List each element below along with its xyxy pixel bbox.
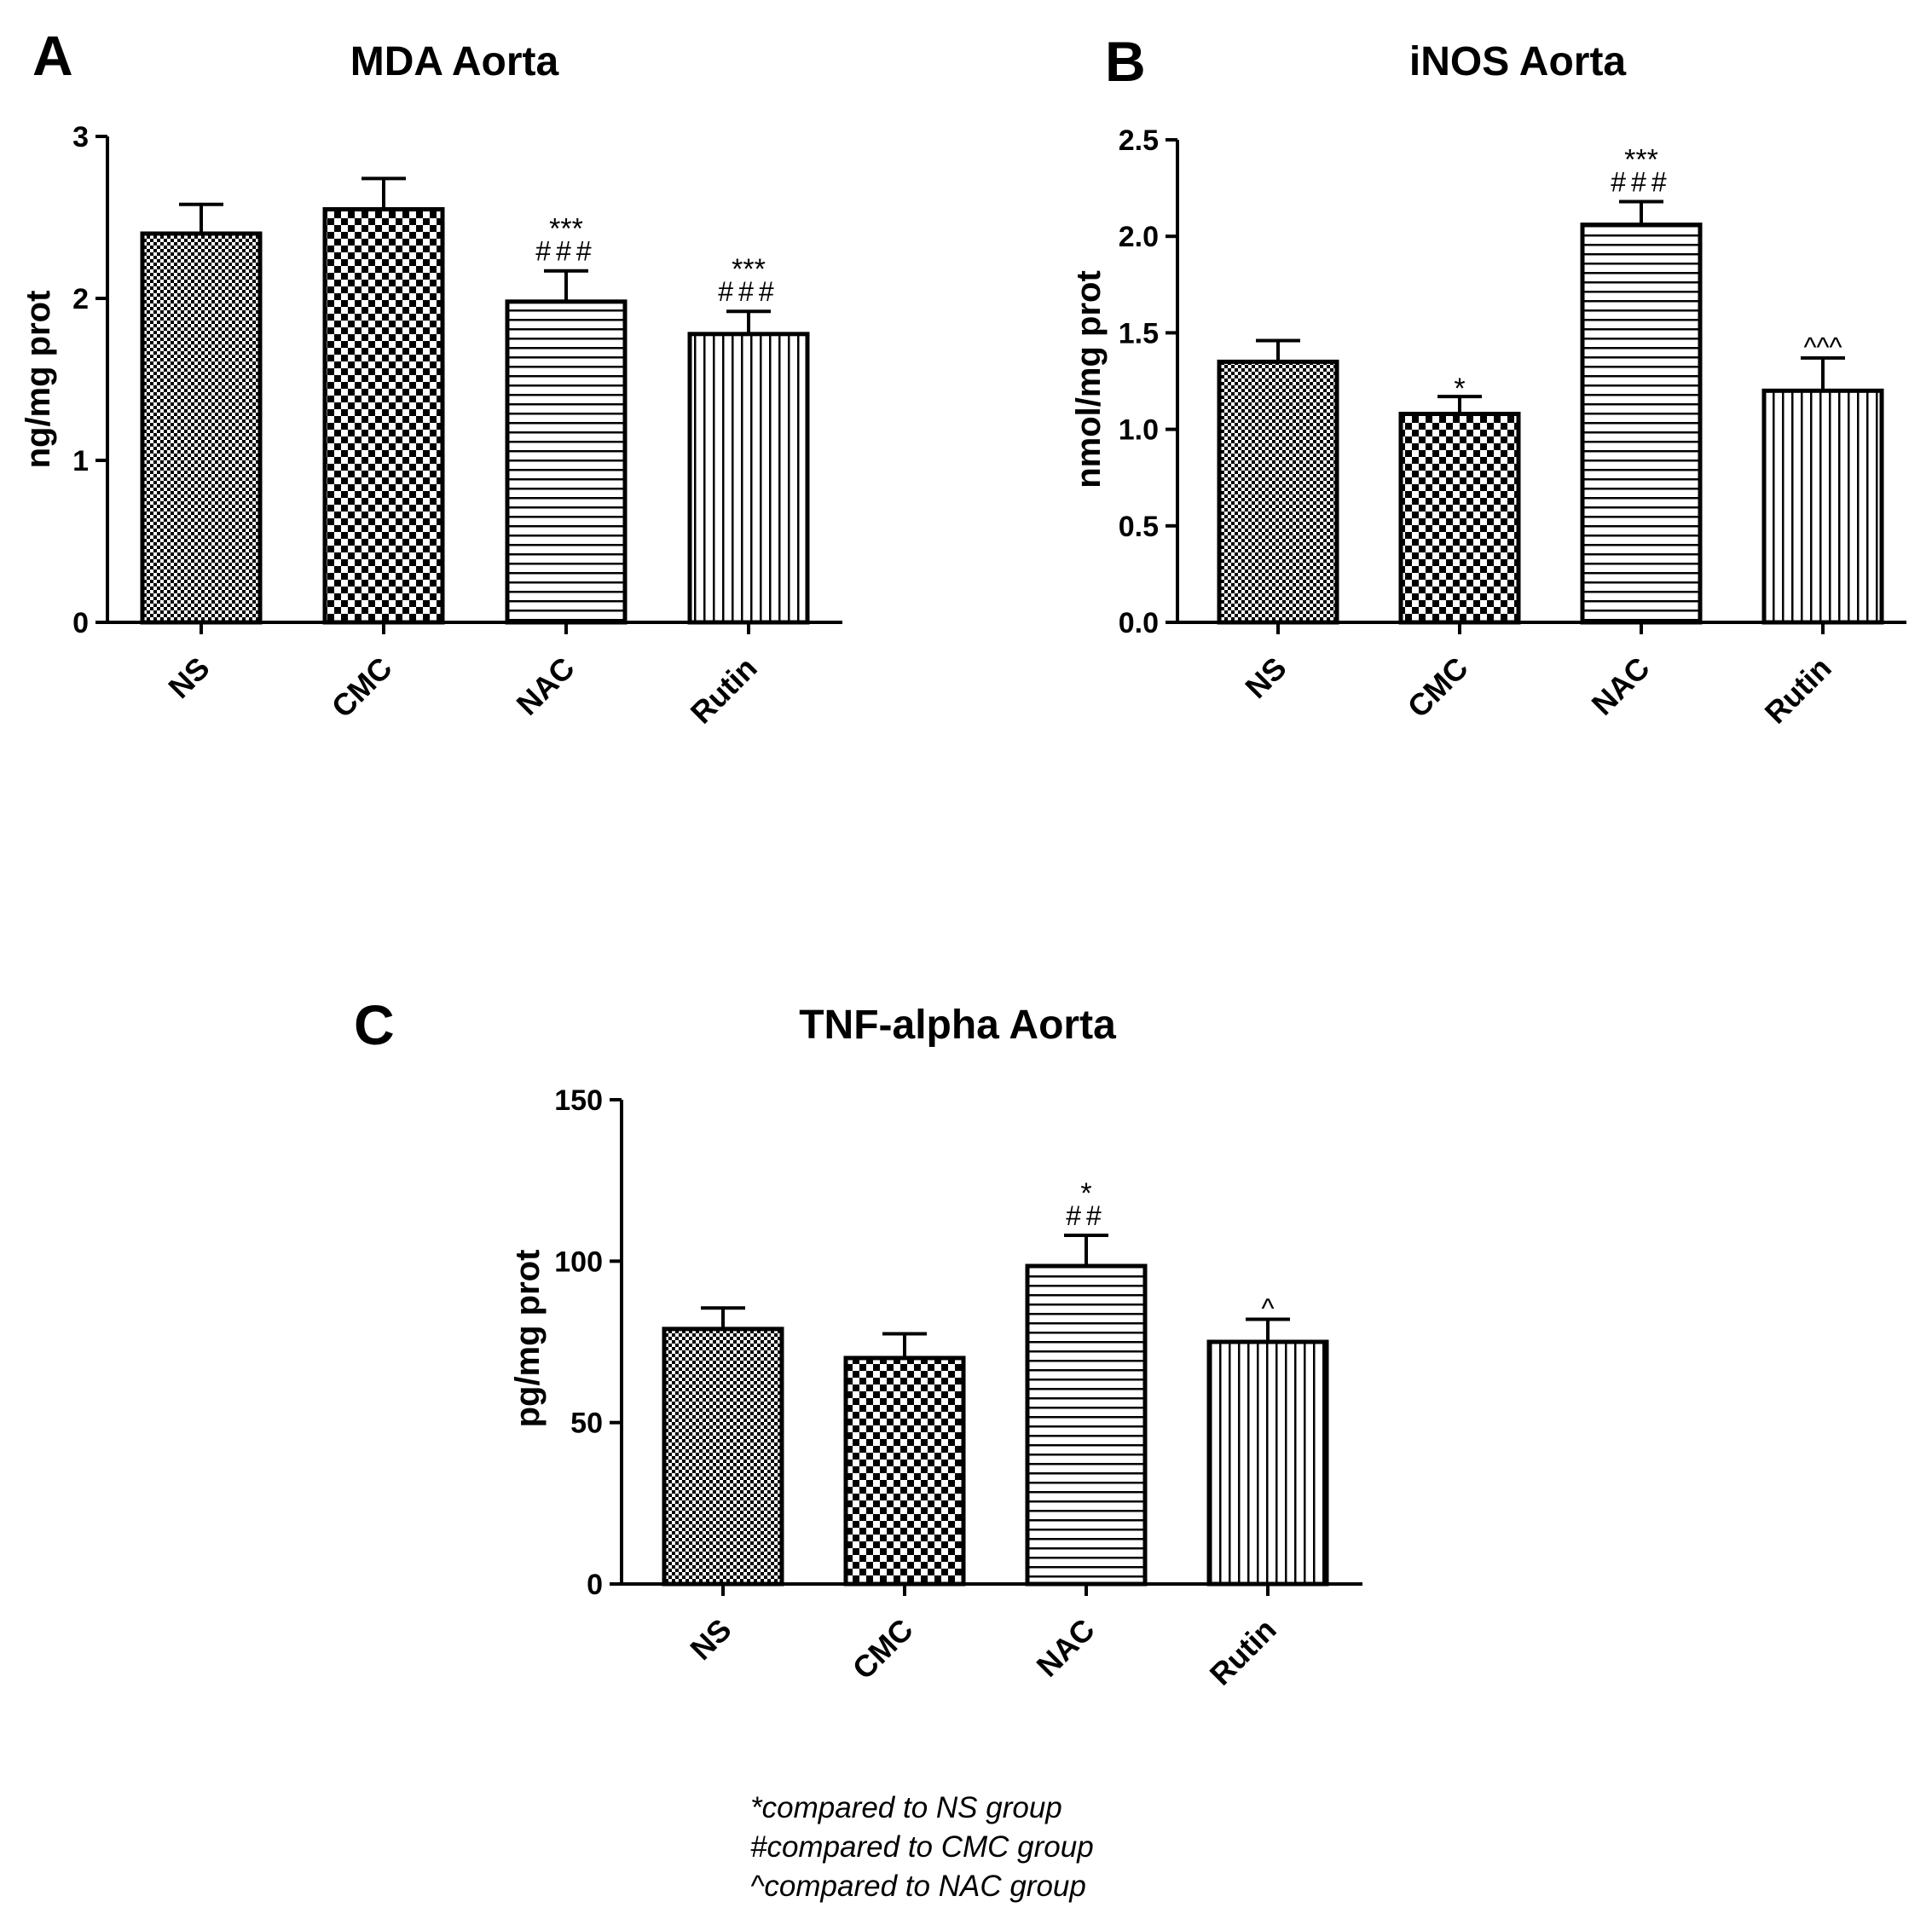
bar-a-nac: [505, 299, 628, 625]
significance-b-nac-1: ***: [1624, 143, 1658, 176]
x-tick-label-c-rutin: Rutin: [1203, 1612, 1283, 1692]
y-tick-label-a-3: 3: [72, 121, 89, 153]
panel-letter-c: C: [354, 993, 395, 1056]
significance-a-nac-1: ***: [549, 213, 583, 246]
significance-b-rutin-0: ^^^: [1803, 332, 1842, 362]
bar-a-ns: [140, 231, 263, 625]
x-tick-label-a-cmc: CMC: [325, 650, 399, 725]
y-tick-label-c-2: 100: [554, 1246, 603, 1278]
x-tick-label-c-nac: NAC: [1030, 1612, 1102, 1684]
footnote-nac: ^compared to NAC group: [750, 1870, 1086, 1903]
y-tick-label-a-2: 2: [72, 283, 89, 315]
x-tick-label-a-nac: NAC: [510, 650, 581, 722]
x-tick-label-a-rutin: Rutin: [684, 650, 764, 731]
x-tick-label-a-ns: NS: [161, 650, 216, 705]
bar-a-rutin: [687, 332, 810, 625]
bar-c-ns: [662, 1327, 784, 1587]
significance-b-cmc-0: *: [1454, 373, 1465, 405]
chart-title-b: iNOS Aorta: [1409, 39, 1627, 84]
bar-b-ns: [1217, 359, 1339, 625]
bar-c-rutin: [1206, 1339, 1329, 1587]
y-axis-label-a: ng/mg prot: [20, 291, 57, 469]
bar-b-rutin: [1761, 388, 1884, 625]
y-tick-label-b-3: 1.5: [1119, 317, 1159, 350]
footnote-cmc: #compared to CMC group: [750, 1830, 1094, 1864]
chart-panel-c: C TNF-alpha Aorta pg/mg prot 0 50 100 150 NS CM…: [354, 993, 1362, 1692]
bar-b-cmc: [1398, 411, 1521, 625]
y-tick-label-a-1: 1: [72, 445, 89, 477]
chart-title-a: MDA Aorta: [350, 39, 559, 84]
panel-letter-a: A: [32, 24, 73, 87]
chart-panel-b: B iNOS Aorta nmol/mg prot 0.0 0.5 1.0 1.5 2.0 2…: [1070, 30, 1906, 731]
y-tick-label-c-0: 0: [587, 1569, 603, 1601]
footnote-ns: *compared to NS group: [750, 1791, 1062, 1824]
y-tick-label-b-0: 0.0: [1119, 607, 1159, 639]
y-tick-label-b-5: 2.5: [1119, 124, 1159, 157]
bar-c-nac: [1025, 1263, 1148, 1587]
chart-title-c: TNF-alpha Aorta: [799, 1003, 1116, 1048]
x-tick-label-c-ns: NS: [683, 1612, 738, 1667]
x-tick-label-b-nac: NAC: [1585, 650, 1657, 722]
x-tick-label-b-cmc: CMC: [1401, 650, 1475, 725]
bar-b-nac: [1580, 223, 1703, 625]
significance-a-rutin-1: ***: [732, 253, 766, 286]
significance-c-nac-0: ##: [1066, 1200, 1107, 1231]
y-tick-label-a-0: 0: [72, 607, 89, 639]
y-tick-label-b-4: 2.0: [1119, 221, 1159, 253]
significance-a-rutin-0: ###: [718, 276, 778, 307]
significance-c-rutin-0: ^: [1261, 1292, 1274, 1323]
bar-c-cmc: [843, 1356, 966, 1587]
bar-a-cmc: [322, 207, 445, 625]
significance-a-nac-0: ###: [535, 236, 596, 267]
footnotes: *compared to NS group #compared to CMC g…: [750, 1789, 1094, 1906]
y-tick-label-c-1: 50: [570, 1408, 603, 1440]
y-axis-label-c: pg/mg prot: [509, 1250, 547, 1428]
y-tick-label-b-1: 0.5: [1119, 511, 1159, 543]
x-tick-label-b-ns: NS: [1238, 650, 1293, 705]
y-tick-label-c-3: 150: [554, 1084, 603, 1117]
significance-c-nac-1: *: [1080, 1177, 1091, 1210]
x-tick-label-c-cmc: CMC: [846, 1612, 920, 1686]
significance-b-nac-0: ###: [1611, 166, 1671, 197]
panel-letter-b: B: [1105, 30, 1146, 93]
y-axis-label-b: nmol/mg prot: [1070, 270, 1108, 488]
x-tick-label-b-rutin: Rutin: [1758, 650, 1838, 731]
y-tick-label-b-2: 1.0: [1119, 414, 1159, 447]
